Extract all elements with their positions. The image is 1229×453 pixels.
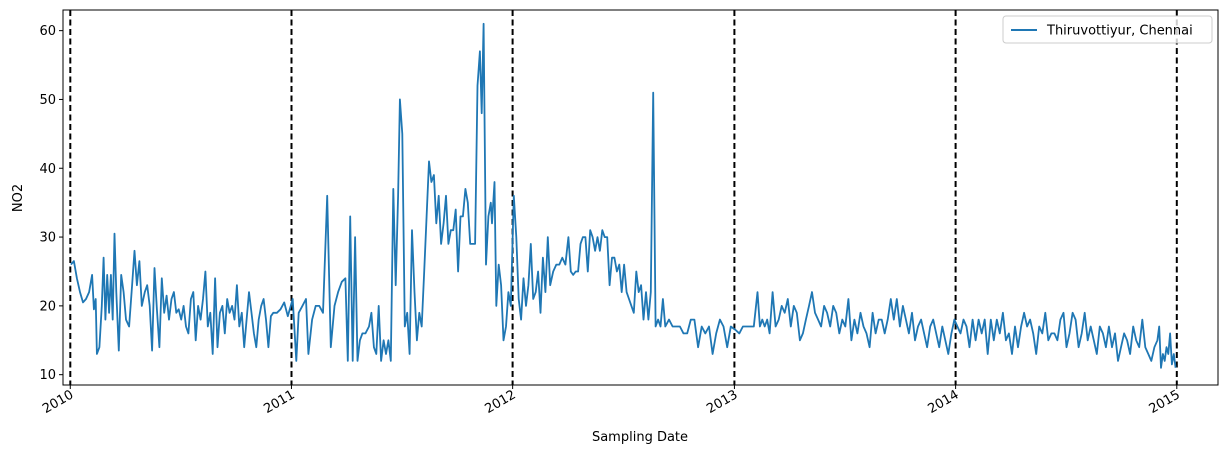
y-axis: 10 20 30 40 50 60: [39, 24, 63, 383]
x-tick-label: 2013: [704, 387, 740, 417]
y-tick-label: 10: [39, 368, 56, 383]
x-axis-label: Sampling Date: [592, 430, 688, 445]
legend-box: [1002, 15, 1213, 44]
year-boundary-lines: [69, 10, 1178, 385]
x-tick-label: 2012: [482, 387, 518, 417]
x-axis: 2010 2011 2012 2013 2014 2015: [40, 385, 1183, 417]
legend: Thiruvottiyur, Chennai: [1002, 15, 1213, 44]
y-tick-label: 40: [39, 162, 56, 177]
x-tick-label: 2011: [261, 387, 297, 417]
y-tick-label: 20: [39, 299, 56, 314]
legend-label-thiruvottiyur: Thiruvottiyur, Chennai: [1046, 24, 1193, 39]
x-tick-label: 2014: [925, 387, 961, 417]
x-tick-label: 2010: [40, 387, 76, 417]
y-tick-label: 30: [39, 231, 56, 246]
series-layer: [70, 22, 1177, 369]
series-line-0: [70, 22, 1177, 369]
x-tick-label: 2015: [1147, 387, 1183, 417]
y-axis-label: NO2: [11, 184, 26, 212]
y-tick-label: 60: [39, 24, 56, 39]
plot-area-frame: [62, 9, 1219, 386]
y-tick-label: 50: [39, 93, 56, 108]
